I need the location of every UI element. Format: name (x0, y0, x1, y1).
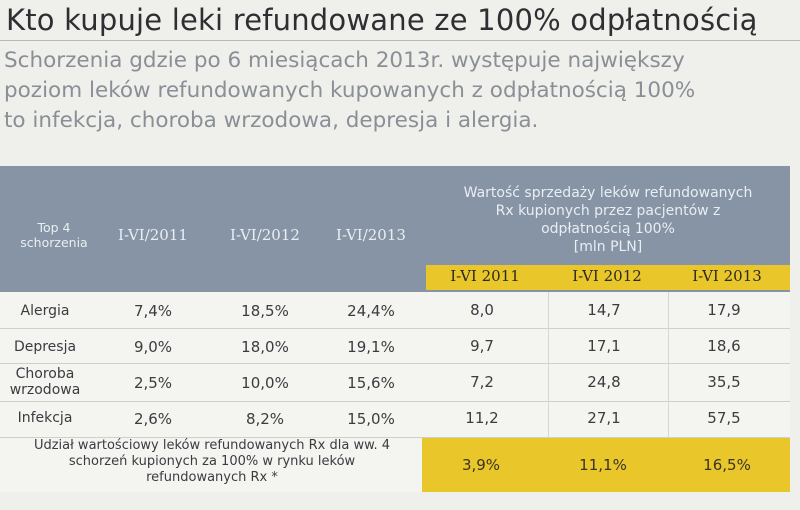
footer-value-2013: 16,5% (703, 456, 751, 474)
value-cell: 14,7 (587, 301, 621, 319)
header-period-2013: I-VI/2013 (336, 226, 406, 244)
share-cell: 2,5% (133, 374, 173, 392)
header-year-2013: I-VI 2013 (692, 267, 762, 285)
row-divider (0, 401, 790, 402)
value-cell: 17,9 (707, 301, 741, 319)
share-cell: 15,0% (347, 410, 395, 428)
footer-value-2012: 11,1% (579, 456, 627, 474)
share-cell: 24,4% (347, 302, 395, 320)
footer-note: Udział wartościowy leków refundowanych R… (33, 438, 391, 485)
share-cell: 15,6% (347, 374, 395, 392)
footer-highlight (422, 438, 790, 492)
value-cell: 27,1 (587, 409, 621, 427)
subtitle-line: poziom leków refundowanych kupowanych z … (4, 78, 696, 103)
share-cell: 9,0% (133, 338, 173, 356)
header-sales-group: Wartość sprzedaży leków refundowanych Rx… (426, 184, 790, 256)
row-divider (0, 328, 790, 329)
share-cell: 7,4% (133, 302, 173, 320)
value-cell: 9,7 (470, 337, 494, 355)
value-cell: 18,6 (707, 337, 741, 355)
header-period-2012: I-VI/2012 (230, 226, 300, 244)
row-divider (0, 437, 790, 438)
subtitle: Schorzenia gdzie po 6 miesiącach 2013r. … (4, 46, 799, 136)
header-period-2011: I-VI/2011 (118, 226, 188, 244)
share-cell: 18,5% (241, 302, 289, 320)
row-label: Depresja (13, 339, 77, 355)
row-label: Alergia (20, 303, 70, 319)
value-cell: 17,1 (587, 337, 621, 355)
value-cell: 24,8 (587, 373, 621, 391)
share-cell: 8,2% (245, 410, 285, 428)
value-cell: 11,2 (465, 409, 499, 427)
header-unit: [mln PLN] (573, 239, 643, 255)
page-title: Kto kupuje leki refundowane ze 100% odpł… (6, 3, 758, 37)
value-cell: 8,0 (470, 301, 494, 319)
row-label: Infekcja (17, 410, 73, 426)
subtitle-line: Schorzenia gdzie po 6 miesiącach 2013r. … (4, 48, 685, 73)
value-cell: 7,2 (470, 373, 494, 391)
value-cell: 57,5 (707, 409, 741, 427)
year-header-bar (426, 265, 790, 290)
col-divider (548, 292, 549, 437)
share-cell: 18,0% (241, 338, 289, 356)
header-year-2012: I-VI 2012 (572, 267, 642, 285)
col-divider (668, 292, 669, 437)
row-divider (0, 363, 790, 364)
header-year-2011: I-VI 2011 (450, 267, 520, 285)
header-top4: Top 4 schorzenia (20, 220, 88, 250)
subtitle-line: to infekcja, choroba wrzodowa, depresja … (4, 108, 539, 133)
title-divider (0, 40, 800, 41)
footer-value-2011: 3,9% (461, 456, 501, 474)
row-label: Choroba wrzodowa (9, 366, 81, 398)
share-cell: 19,1% (347, 338, 395, 356)
data-table: Top 4 schorzenia I-VI/2011 I-VI/2012 I-V… (0, 166, 790, 492)
share-cell: 2,6% (133, 410, 173, 428)
share-cell: 10,0% (241, 374, 289, 392)
value-cell: 35,5 (707, 373, 741, 391)
